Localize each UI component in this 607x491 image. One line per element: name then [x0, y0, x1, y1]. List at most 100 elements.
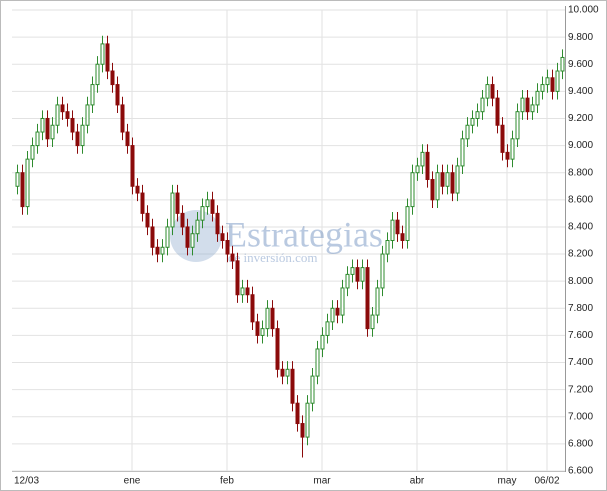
candle-body	[380, 253, 385, 289]
candle-body	[70, 117, 75, 133]
x-tick-label: 06/02	[534, 476, 559, 487]
candle-body	[550, 77, 555, 92]
candle-body	[305, 402, 310, 438]
x-tick-label: ene	[124, 476, 141, 487]
candle-body	[340, 287, 345, 316]
candle-body	[165, 226, 170, 248]
candle-body	[80, 124, 85, 147]
candle-body	[55, 104, 60, 126]
candle-body	[260, 328, 265, 336]
candle-body	[450, 172, 455, 194]
candle-body	[545, 77, 550, 86]
candle-body	[235, 260, 240, 296]
candle-body	[25, 158, 30, 208]
candle-body	[485, 84, 490, 99]
y-tick-label: 8.400	[568, 222, 593, 233]
candle-body	[115, 84, 120, 106]
candle-body	[385, 240, 390, 255]
y-tick-label: 6.800	[568, 439, 593, 450]
y-tick-label: 7.200	[568, 384, 593, 395]
x-tick-label: may	[498, 476, 517, 487]
candle-body	[415, 165, 420, 174]
candle-body	[105, 43, 110, 72]
candle-body	[310, 375, 315, 404]
candle-body	[45, 117, 50, 140]
candle-body	[320, 334, 325, 350]
candle-body	[40, 117, 45, 133]
y-tick-label: 9.000	[568, 140, 593, 151]
candle-body	[185, 226, 190, 248]
y-tick-label: 9.600	[568, 59, 593, 70]
candle-body	[420, 151, 425, 167]
candle-body	[125, 131, 130, 147]
candle-body	[195, 219, 200, 235]
candle-body	[395, 219, 400, 235]
candle-body	[350, 267, 355, 275]
candle-body	[370, 314, 375, 330]
candle-body	[375, 287, 380, 316]
candle-body	[240, 287, 245, 296]
watermark-title: Estrategias	[225, 214, 383, 254]
candle-body	[560, 56, 565, 72]
candle-body	[365, 267, 370, 330]
candle-body	[225, 240, 230, 255]
candle-body	[135, 185, 140, 194]
candle-body	[330, 307, 335, 323]
candle-body	[200, 206, 205, 221]
candle-body	[440, 172, 445, 187]
candle-body	[300, 423, 305, 438]
candle-body	[100, 43, 105, 65]
y-tick-label: 7.000	[568, 411, 593, 422]
candle-body	[540, 84, 545, 92]
candle-body	[50, 124, 55, 140]
candle-body	[65, 111, 70, 119]
y-tick-label: 8.200	[568, 249, 593, 260]
candle-body	[425, 151, 430, 180]
candle-body	[230, 253, 235, 262]
x-tick-label: abr	[410, 476, 425, 487]
candle-body	[465, 124, 470, 140]
candle-body	[270, 307, 275, 330]
y-tick-label: 7.800	[568, 303, 593, 314]
candle-body	[555, 70, 560, 92]
candle-body	[160, 246, 165, 255]
y-tick-label: 6.600	[568, 466, 593, 477]
candle-body	[150, 226, 155, 248]
candle-body	[400, 233, 405, 241]
candle-body	[345, 273, 350, 289]
candle-body	[175, 192, 180, 214]
candle-body	[530, 104, 535, 113]
candle-body	[265, 307, 270, 330]
candle-body	[280, 368, 285, 377]
candle-body	[470, 117, 475, 126]
candle-body	[250, 294, 255, 323]
candle-body	[90, 84, 95, 106]
candle-body	[145, 212, 150, 228]
y-tick-label: 8.000	[568, 276, 593, 287]
candle-body	[525, 97, 530, 113]
candle-body	[295, 402, 300, 425]
candle-body	[110, 70, 115, 86]
candle-body	[405, 206, 410, 241]
candle-body	[120, 104, 125, 133]
candle-body	[480, 97, 485, 113]
candle-body	[170, 192, 175, 228]
candle-body	[535, 90, 540, 106]
candle-body	[500, 124, 505, 153]
candle-body	[245, 287, 250, 296]
candle-body	[35, 131, 40, 147]
candle-body	[285, 368, 290, 377]
candle-body	[325, 321, 330, 336]
candle-body	[255, 321, 260, 336]
candle-body	[495, 97, 500, 126]
y-tick-label: 9.200	[568, 113, 593, 124]
candle-body	[290, 368, 295, 404]
candle-body	[520, 97, 525, 113]
candle-body	[460, 138, 465, 167]
candle-body	[505, 151, 510, 160]
candle-body	[510, 138, 515, 160]
watermark: Estrategias de inversión.com	[170, 210, 383, 265]
candle-body	[445, 172, 450, 187]
